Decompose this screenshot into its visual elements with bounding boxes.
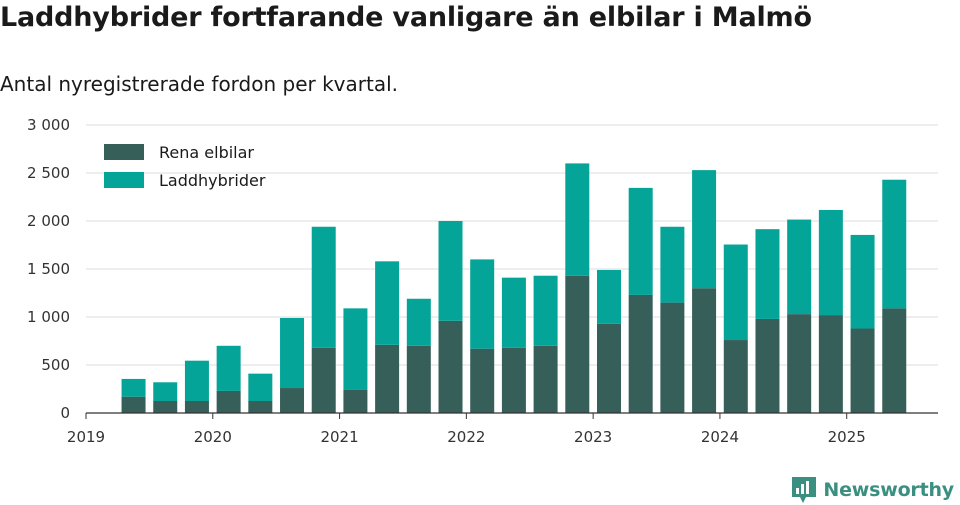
bar-segment-rena-elbilar [184, 401, 209, 413]
brand-name: Newsworthy [823, 479, 954, 501]
legend-swatch [104, 172, 144, 188]
bar-segment-laddhybrider [216, 345, 241, 391]
bar-segment-laddhybrider [311, 226, 336, 348]
bar-segment-rena-elbilar [596, 323, 621, 413]
bar-segment-laddhybrider [660, 226, 685, 303]
bar-segment-rena-elbilar [692, 288, 717, 413]
y-tick-label: 500 [41, 356, 70, 374]
bar-segment-laddhybrider [818, 209, 843, 316]
bar-segment-laddhybrider [343, 308, 368, 390]
chart-subtitle: Antal nyregistrerade fordon per kvartal. [0, 72, 399, 96]
bar-segment-rena-elbilar [406, 345, 431, 413]
bar-segment-laddhybrider [628, 187, 653, 295]
bar-segment-laddhybrider [248, 373, 273, 401]
bar-segment-laddhybrider [184, 360, 209, 401]
x-tick-label: 2022 [447, 428, 485, 446]
bar-segment-rena-elbilar [755, 318, 780, 413]
x-tick-label: 2020 [194, 428, 232, 446]
bar-segment-laddhybrider [438, 221, 463, 321]
legend-label: Laddhybrider [159, 171, 266, 190]
bar-segment-rena-elbilar [375, 344, 400, 413]
y-tick-label: 2 000 [27, 212, 70, 230]
bar-segment-rena-elbilar [501, 347, 526, 413]
y-tick-label: 0 [60, 404, 70, 422]
bar-segment-rena-elbilar [470, 348, 495, 413]
x-tick-label: 2024 [701, 428, 739, 446]
bar-segment-laddhybrider [406, 298, 431, 346]
bar-segment-rena-elbilar [121, 396, 146, 413]
bar-segment-rena-elbilar [850, 328, 875, 413]
newsworthy-logo-icon [792, 477, 817, 503]
bar-segment-rena-elbilar [216, 390, 241, 413]
axes: 0 500 1 000 1 500 2 000 2 500 3 000 2019 2020 202… [27, 116, 938, 446]
newsworthy-logo: Newsworthy [791, 476, 954, 504]
bar-segment-rena-elbilar [565, 275, 590, 413]
bar-segment-laddhybrider [565, 163, 590, 276]
legend: Rena elbilar Laddhybrider [104, 143, 266, 190]
bar-segment-rena-elbilar [660, 302, 685, 413]
bar-segment-rena-elbilar [818, 315, 843, 413]
bar-segment-laddhybrider [723, 244, 748, 341]
bar-segment-laddhybrider [470, 259, 495, 349]
x-tick-label: 2023 [574, 428, 612, 446]
y-tick-label: 3 000 [27, 116, 70, 134]
bar-segment-rena-elbilar [153, 401, 178, 413]
legend-label: Rena elbilar [159, 143, 254, 162]
bar-segment-laddhybrider [692, 170, 717, 289]
bar-segment-rena-elbilar [280, 388, 305, 413]
bar-segment-laddhybrider [850, 234, 875, 329]
y-tick-label: 1 500 [27, 260, 70, 278]
bar-segment-rena-elbilar [882, 308, 907, 413]
x-tick-label: 2021 [320, 428, 358, 446]
y-tick-label: 1 000 [27, 308, 70, 326]
bar-segment-rena-elbilar [248, 401, 273, 413]
bar-segment-rena-elbilar [438, 320, 463, 413]
bar-segment-laddhybrider [755, 229, 780, 319]
bar-segment-rena-elbilar [311, 347, 336, 413]
bar-segment-laddhybrider [501, 277, 526, 348]
x-tick-label: 2019 [67, 428, 105, 446]
bar-segment-rena-elbilar [723, 340, 748, 413]
x-tick-label: 2025 [828, 428, 866, 446]
bar-segment-laddhybrider [280, 317, 305, 389]
bar-segment-laddhybrider [596, 269, 621, 324]
chart-title: Laddhybrider fortfarande vanligare än el… [0, 2, 812, 33]
bar-segment-laddhybrider [882, 179, 907, 309]
y-tick-label: 2 500 [27, 164, 70, 182]
bars [121, 163, 907, 413]
bar-segment-laddhybrider [375, 261, 400, 345]
bar-segment-rena-elbilar [787, 314, 812, 413]
bar-segment-laddhybrider [787, 219, 812, 315]
bar-segment-laddhybrider [153, 382, 178, 401]
bar-segment-rena-elbilar [343, 389, 368, 413]
bar-segment-rena-elbilar [533, 345, 558, 413]
bar-segment-laddhybrider [121, 378, 146, 397]
legend-swatch [104, 144, 144, 160]
bar-segment-rena-elbilar [628, 294, 653, 413]
bar-segment-laddhybrider [533, 275, 558, 346]
